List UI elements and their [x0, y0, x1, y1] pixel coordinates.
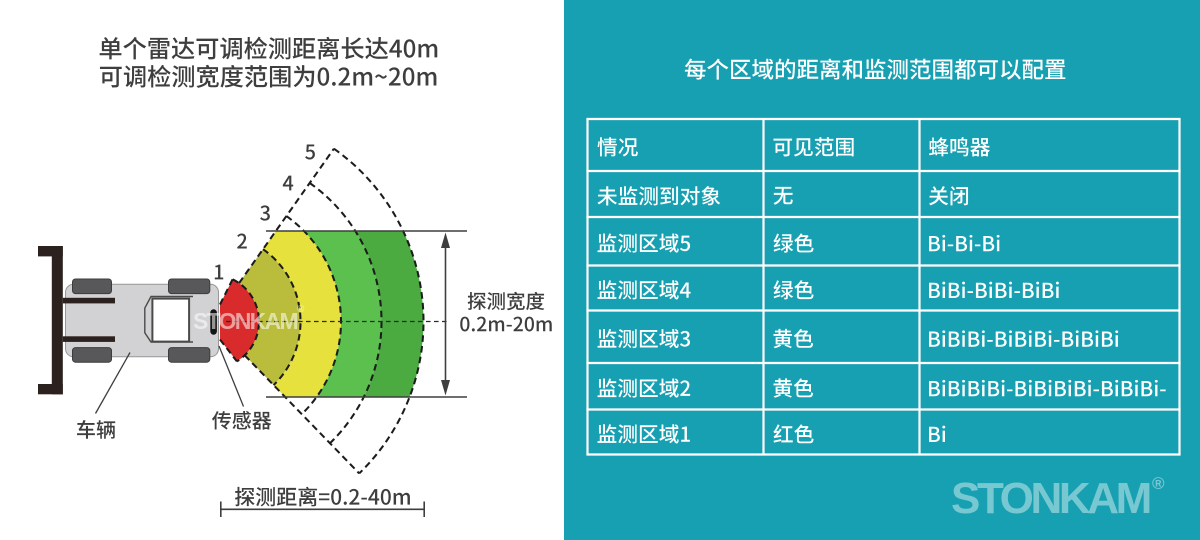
svg-text:STONKAM: STONKAM: [193, 308, 297, 334]
svg-text:®: ®: [297, 304, 305, 315]
svg-text:®: ®: [1152, 474, 1165, 493]
svg-text:STONKAM: STONKAM: [951, 474, 1150, 523]
